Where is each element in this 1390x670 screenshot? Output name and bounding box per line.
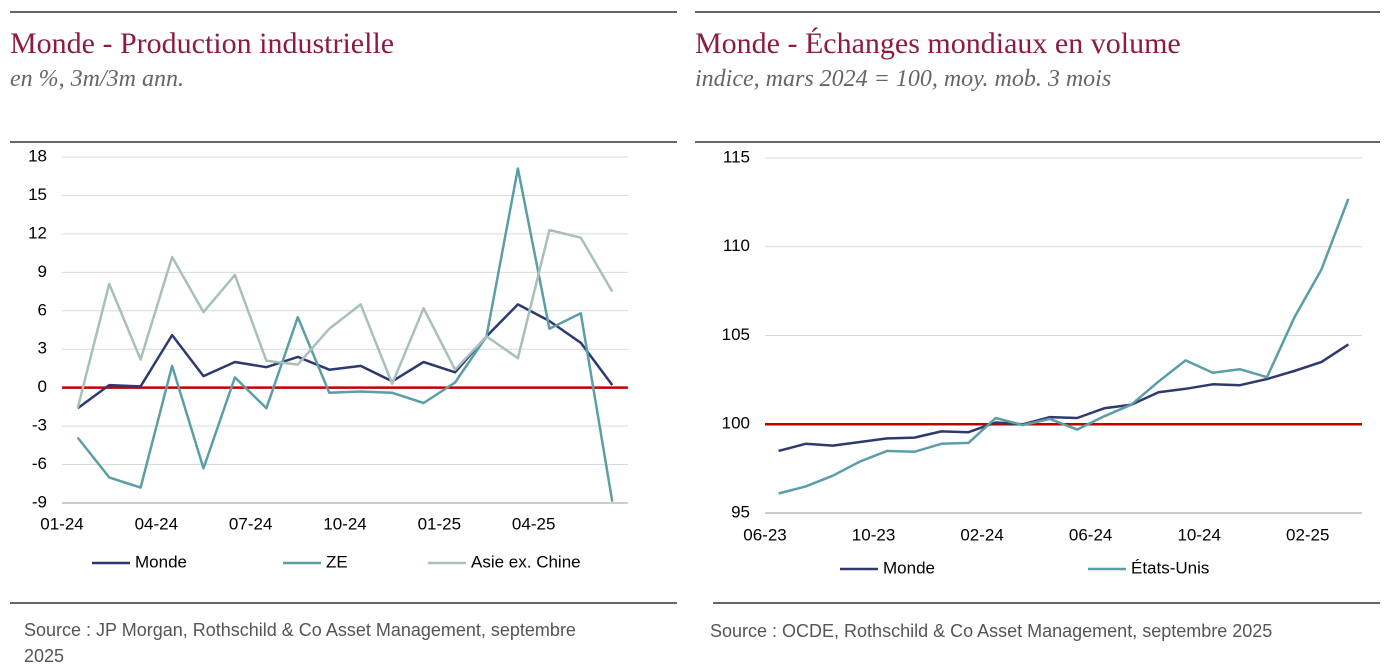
y-tick-label: 115 bbox=[723, 147, 750, 166]
y-tick-label: 18 bbox=[28, 146, 47, 165]
x-tick-label: 04-24 bbox=[135, 514, 178, 533]
y-tick-label: 9 bbox=[38, 262, 47, 281]
y-tick-label: 110 bbox=[723, 236, 750, 255]
series-line bbox=[76, 303, 614, 410]
chart-subtitle: en %, 3m/3m ann. bbox=[10, 66, 184, 92]
series-line bbox=[76, 228, 614, 409]
x-tick-label: 06-24 bbox=[1069, 525, 1112, 544]
y-tick-label: 12 bbox=[28, 223, 47, 242]
y-tick-label: 100 bbox=[722, 414, 750, 433]
y-tick-label: 105 bbox=[722, 325, 750, 344]
legend-label: États-Unis bbox=[1131, 558, 1209, 577]
x-tick-label: 02-24 bbox=[960, 525, 1003, 544]
x-tick-label: 01-24 bbox=[40, 514, 83, 533]
y-tick-label: -3 bbox=[32, 416, 47, 435]
x-tick-label: 06-23 bbox=[743, 525, 786, 544]
x-tick-label: 10-23 bbox=[852, 525, 895, 544]
chart-title: Monde - Échanges mondiaux en volume bbox=[695, 27, 1181, 60]
source-note: Source : JP Morgan, Rothschild & Co Asse… bbox=[24, 620, 576, 666]
series-line bbox=[76, 167, 614, 502]
y-tick-label: -9 bbox=[32, 492, 47, 511]
legend-label: Monde bbox=[883, 558, 935, 577]
y-tick-label: 3 bbox=[38, 339, 47, 358]
series-line bbox=[778, 343, 1350, 453]
y-tick-label: 6 bbox=[38, 300, 47, 319]
legend-label: Monde bbox=[135, 552, 187, 571]
x-tick-label: 10-24 bbox=[323, 514, 366, 533]
source-note: Source : OCDE, Rothschild & Co Asset Man… bbox=[710, 621, 1273, 641]
y-tick-label: 95 bbox=[731, 502, 750, 521]
chart-title: Monde - Production industrielle bbox=[10, 27, 394, 60]
legend-label: Asie ex. Chine bbox=[471, 552, 581, 571]
y-tick-label: 0 bbox=[38, 377, 47, 396]
x-tick-label: 01-25 bbox=[418, 514, 461, 533]
x-tick-label: 04-25 bbox=[512, 514, 555, 533]
x-tick-label: 07-24 bbox=[229, 514, 272, 533]
legend-label: ZE bbox=[326, 552, 348, 571]
series-line bbox=[778, 198, 1350, 495]
chart-subtitle: indice, mars 2024 = 100, moy. mob. 3 moi… bbox=[695, 66, 1111, 92]
x-tick-label: 10-24 bbox=[1177, 525, 1220, 544]
y-tick-label: 15 bbox=[28, 185, 47, 204]
y-tick-label: -6 bbox=[32, 454, 47, 473]
x-tick-label: 02-25 bbox=[1286, 525, 1329, 544]
